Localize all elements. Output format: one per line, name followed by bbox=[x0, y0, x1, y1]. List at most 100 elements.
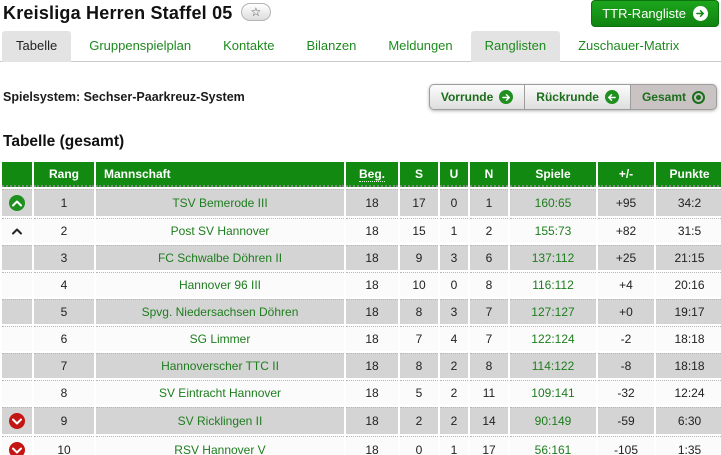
rank-cell: 7 bbox=[34, 353, 94, 378]
spiele-link[interactable]: 109:141 bbox=[531, 386, 575, 400]
spiele-link[interactable]: 90:149 bbox=[534, 414, 572, 428]
rank-cell: 3 bbox=[34, 245, 94, 270]
rank-down-circle-icon bbox=[2, 407, 32, 434]
league-table: Rang Mannschaft Beg. S U N Spiele +/- Punkte 1 TS… bbox=[0, 160, 721, 455]
rank-cell: 5 bbox=[34, 299, 94, 324]
spiele-cell: 56:161 bbox=[510, 436, 596, 455]
column-header-u: U bbox=[440, 162, 468, 187]
draws-cell: 3 bbox=[440, 245, 468, 270]
draws-cell: 0 bbox=[440, 272, 468, 297]
losses-cell: 1 bbox=[470, 189, 508, 216]
matches-cell: 18 bbox=[346, 245, 398, 270]
points-cell: 19:17 bbox=[656, 299, 721, 324]
draws-cell: 4 bbox=[440, 326, 468, 351]
column-header-rang: Rang bbox=[34, 162, 94, 187]
star-icon: ☆ bbox=[250, 5, 262, 19]
team-link[interactable]: TSV Bemerode III bbox=[172, 196, 268, 210]
team-cell: Spvg. Niedersachsen Döhren bbox=[96, 299, 344, 324]
rank-cell: 6 bbox=[34, 326, 94, 351]
no-movement bbox=[2, 299, 32, 324]
tab-ranglisten[interactable]: Ranglisten bbox=[470, 31, 561, 62]
spiele-link[interactable]: 155:73 bbox=[534, 224, 572, 238]
spiele-link[interactable]: 116:112 bbox=[532, 278, 574, 292]
column-header-spiele: Spiele bbox=[510, 162, 596, 187]
round-button-label: Vorrunde bbox=[440, 90, 494, 104]
spiele-link[interactable]: 160:65 bbox=[534, 196, 572, 210]
spiele-link[interactable]: 137:112 bbox=[531, 251, 575, 265]
spiele-cell: 160:65 bbox=[510, 189, 596, 216]
points-cell: 34:2 bbox=[656, 189, 721, 216]
no-movement bbox=[2, 326, 32, 351]
vorrunde-button[interactable]: Vorrunde bbox=[428, 84, 526, 110]
team-cell: SG Limmer bbox=[96, 326, 344, 351]
rank-down-circle-icon bbox=[2, 436, 32, 455]
tab-meldungen[interactable]: Meldungen bbox=[388, 38, 453, 53]
wins-cell: 8 bbox=[400, 353, 438, 378]
team-link[interactable]: SG Limmer bbox=[189, 332, 251, 346]
team-link[interactable]: Hannoverscher TTC II bbox=[161, 359, 279, 373]
draws-cell: 3 bbox=[440, 299, 468, 324]
team-cell: Post SV Hannover bbox=[96, 218, 344, 243]
page-header: Kreisliga Herren Staffel 05 ☆ TTR-Ranglis… bbox=[0, 0, 721, 31]
table-row: 8 SV Eintracht Hannover 18 5 2 11 109:141 -32 12… bbox=[2, 380, 721, 405]
team-link[interactable]: Hannover 96 III bbox=[178, 278, 262, 292]
radio-selected-icon bbox=[692, 90, 705, 104]
no-movement bbox=[2, 380, 32, 405]
wins-cell: 10 bbox=[400, 272, 438, 297]
ttr-rangliste-button[interactable]: TTR-Rangliste bbox=[591, 0, 719, 27]
wins-cell: 5 bbox=[400, 380, 438, 405]
table-row: 1 TSV Bemerode III 18 17 0 1 160:65 +95 34:2 bbox=[2, 189, 721, 216]
spiele-cell: 109:141 bbox=[510, 380, 596, 405]
team-link[interactable]: Post SV Hannover bbox=[170, 224, 270, 238]
table-body: 1 TSV Bemerode III 18 17 0 1 160:65 +95 34:2 2 Pos… bbox=[2, 189, 721, 455]
table-header: Rang Mannschaft Beg. S U N Spiele +/- Punkte bbox=[2, 162, 721, 187]
draws-cell: 2 bbox=[440, 407, 468, 434]
tab-gruppenspielplan[interactable]: Gruppenspielplan bbox=[89, 38, 192, 53]
matches-cell: 18 bbox=[346, 272, 398, 297]
table-row: 6 SG Limmer 18 7 4 7 122:124 -2 18:18 bbox=[2, 326, 721, 351]
rank-cell: 10 bbox=[34, 436, 94, 455]
tab-zuschauer-matrix[interactable]: Zuschauer-Matrix bbox=[578, 38, 680, 53]
r-ckrunde-button[interactable]: Rückrunde bbox=[524, 84, 631, 110]
team-link[interactable]: RSV Hannover V bbox=[174, 443, 266, 455]
table-row: 4 Hannover 96 III 18 10 0 8 116:112 +4 20:16 bbox=[2, 272, 721, 297]
diff-cell: -59 bbox=[598, 407, 654, 434]
draws-cell: 1 bbox=[440, 218, 468, 243]
team-cell: Hannoverscher TTC II bbox=[96, 353, 344, 378]
spiele-link[interactable]: 122:124 bbox=[531, 332, 575, 346]
section-title: Tabelle (gesamt) bbox=[3, 133, 125, 150]
diff-cell: +25 bbox=[598, 245, 654, 270]
tab-tabelle[interactable]: Tabelle bbox=[2, 31, 72, 62]
team-link[interactable]: SV Ricklingen II bbox=[177, 414, 263, 428]
matches-cell: 18 bbox=[346, 299, 398, 324]
tab-bilanzen[interactable]: Bilanzen bbox=[306, 38, 357, 53]
spiele-link[interactable]: 56:161 bbox=[534, 443, 572, 455]
round-nav: Vorrunde Rückrunde Gesamt bbox=[428, 84, 717, 110]
losses-cell: 11 bbox=[470, 380, 508, 405]
points-cell: 18:18 bbox=[656, 326, 721, 351]
team-link[interactable]: FC Schwalbe Döhren II bbox=[157, 251, 283, 265]
spiele-cell: 137:112 bbox=[510, 245, 596, 270]
spielsystem-label: Spielsystem: Sechser-Paarkreuz-System bbox=[3, 90, 245, 104]
draws-cell: 2 bbox=[440, 380, 468, 405]
gesamt-button[interactable]: Gesamt bbox=[629, 84, 717, 110]
favorite-star-button[interactable]: ☆ bbox=[240, 3, 272, 21]
spiele-cell: 122:124 bbox=[510, 326, 596, 351]
team-link[interactable]: Spvg. Niedersachsen Döhren bbox=[141, 305, 299, 319]
table-row: 3 FC Schwalbe Döhren II 18 9 3 6 137:112 +25 21:… bbox=[2, 245, 721, 270]
wins-cell: 17 bbox=[400, 189, 438, 216]
no-movement bbox=[2, 353, 32, 378]
tab-kontakte[interactable]: Kontakte bbox=[223, 38, 275, 53]
rank-cell: 9 bbox=[34, 407, 94, 434]
wins-cell: 15 bbox=[400, 218, 438, 243]
spiele-link[interactable]: 127:127 bbox=[531, 305, 575, 319]
team-link[interactable]: SV Eintracht Hannover bbox=[158, 386, 282, 400]
losses-cell: 14 bbox=[470, 407, 508, 434]
team-cell: TSV Bemerode III bbox=[96, 189, 344, 216]
matches-cell: 18 bbox=[346, 189, 398, 216]
diff-cell: -2 bbox=[598, 326, 654, 351]
diff-cell: -32 bbox=[598, 380, 654, 405]
spiele-link[interactable]: 114:122 bbox=[531, 359, 575, 373]
team-cell: FC Schwalbe Döhren II bbox=[96, 245, 344, 270]
points-cell: 20:16 bbox=[656, 272, 721, 297]
